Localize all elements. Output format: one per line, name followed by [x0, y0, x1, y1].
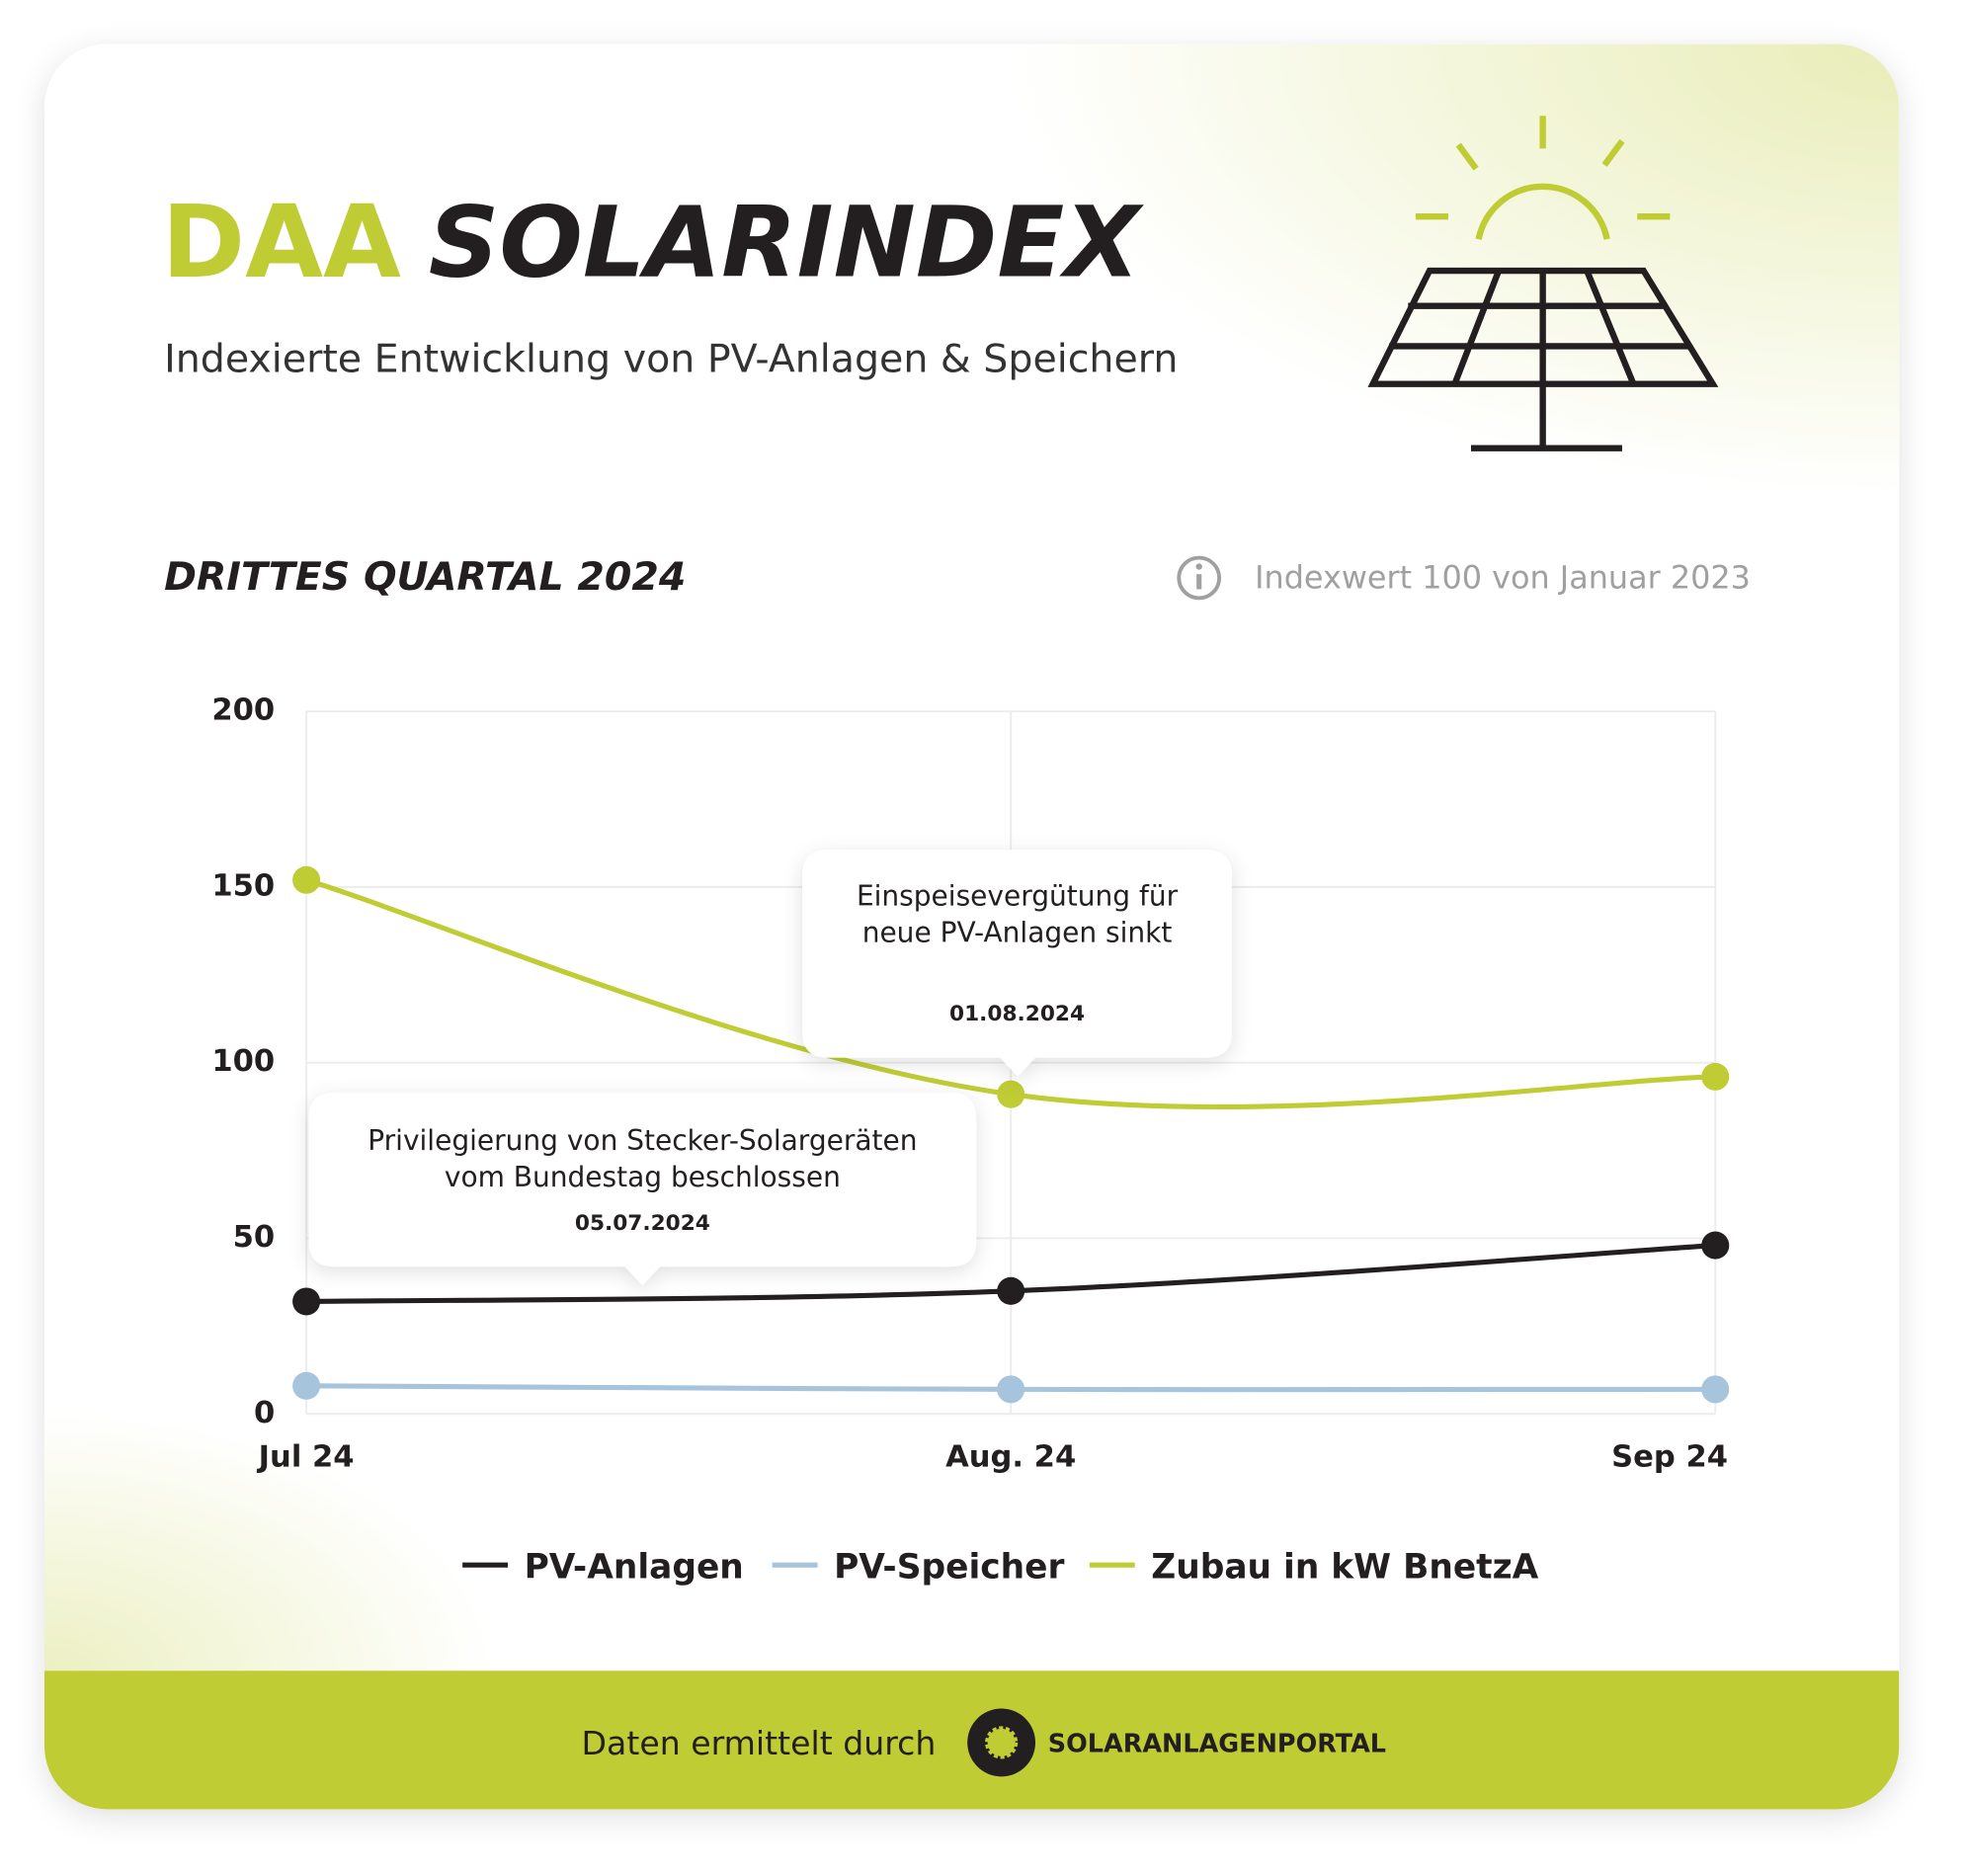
x-tick-label: Aug. 24 — [945, 1439, 1076, 1474]
callout — [308, 1093, 977, 1286]
footer-text: Daten ermittelt durch — [582, 1724, 937, 1762]
y-tick-label: 0 — [254, 1396, 275, 1430]
data-point — [997, 1276, 1025, 1305]
callout-box — [308, 1093, 977, 1286]
data-point — [1701, 1062, 1730, 1091]
brand-icon — [985, 1726, 1019, 1759]
legend-label: Zubau in kW BnetzA — [1151, 1548, 1538, 1588]
callout-box — [802, 850, 1232, 1077]
x-tick-label: Sep 24 — [1611, 1439, 1728, 1474]
data-point — [997, 1080, 1025, 1108]
data-point — [997, 1375, 1025, 1404]
decor-dots — [44, 1410, 498, 1675]
callout-text: vom Bundestag beschlossen — [445, 1161, 841, 1193]
note: Indexwert 100 von Januar 2023 — [1255, 558, 1751, 596]
callout-text: Privilegierung von Stecker-Solargeräten — [368, 1124, 917, 1157]
callout — [802, 850, 1232, 1077]
data-point — [1701, 1375, 1730, 1404]
y-tick-label: 50 — [233, 1220, 276, 1255]
y-tick-label: 200 — [211, 693, 275, 728]
callout-text: Einspeisevergütung für — [857, 880, 1179, 913]
data-point — [292, 865, 321, 894]
legend-label: PV-Speicher — [834, 1548, 1064, 1588]
callout-date: 01.08.2024 — [949, 1002, 1085, 1026]
info-icon — [1196, 574, 1202, 590]
plot: 0 50 100 150 200 Jul 24 Aug. 24 Sep 24 Einspeise… — [211, 693, 1730, 1588]
x-tick-label: Jul 24 — [257, 1439, 355, 1474]
y-tick-label: 100 — [211, 1044, 275, 1079]
logo: DAA — [162, 184, 402, 301]
callout-date: 05.07.2024 — [575, 1211, 710, 1236]
solar-icon — [1367, 116, 1719, 451]
footer-brand: SOLARANLAGENPORTAL — [1048, 1729, 1386, 1758]
y-tick-label: 150 — [211, 868, 275, 903]
subtitle: Indexierte Entwicklung von PV-Anlagen & … — [164, 336, 1178, 381]
info-icon — [1177, 555, 1222, 601]
data-point — [1701, 1231, 1730, 1260]
title: SOLARINDEX — [429, 187, 1145, 300]
chart-title: DRITTES QUARTAL 2024 — [164, 554, 686, 600]
data-point — [292, 1287, 321, 1316]
data-point — [292, 1371, 321, 1400]
info-icon — [1195, 563, 1202, 570]
legend-label: PV-Anlagen — [525, 1548, 744, 1588]
callout-text: neue PV-Anlagen sinkt — [862, 917, 1173, 949]
